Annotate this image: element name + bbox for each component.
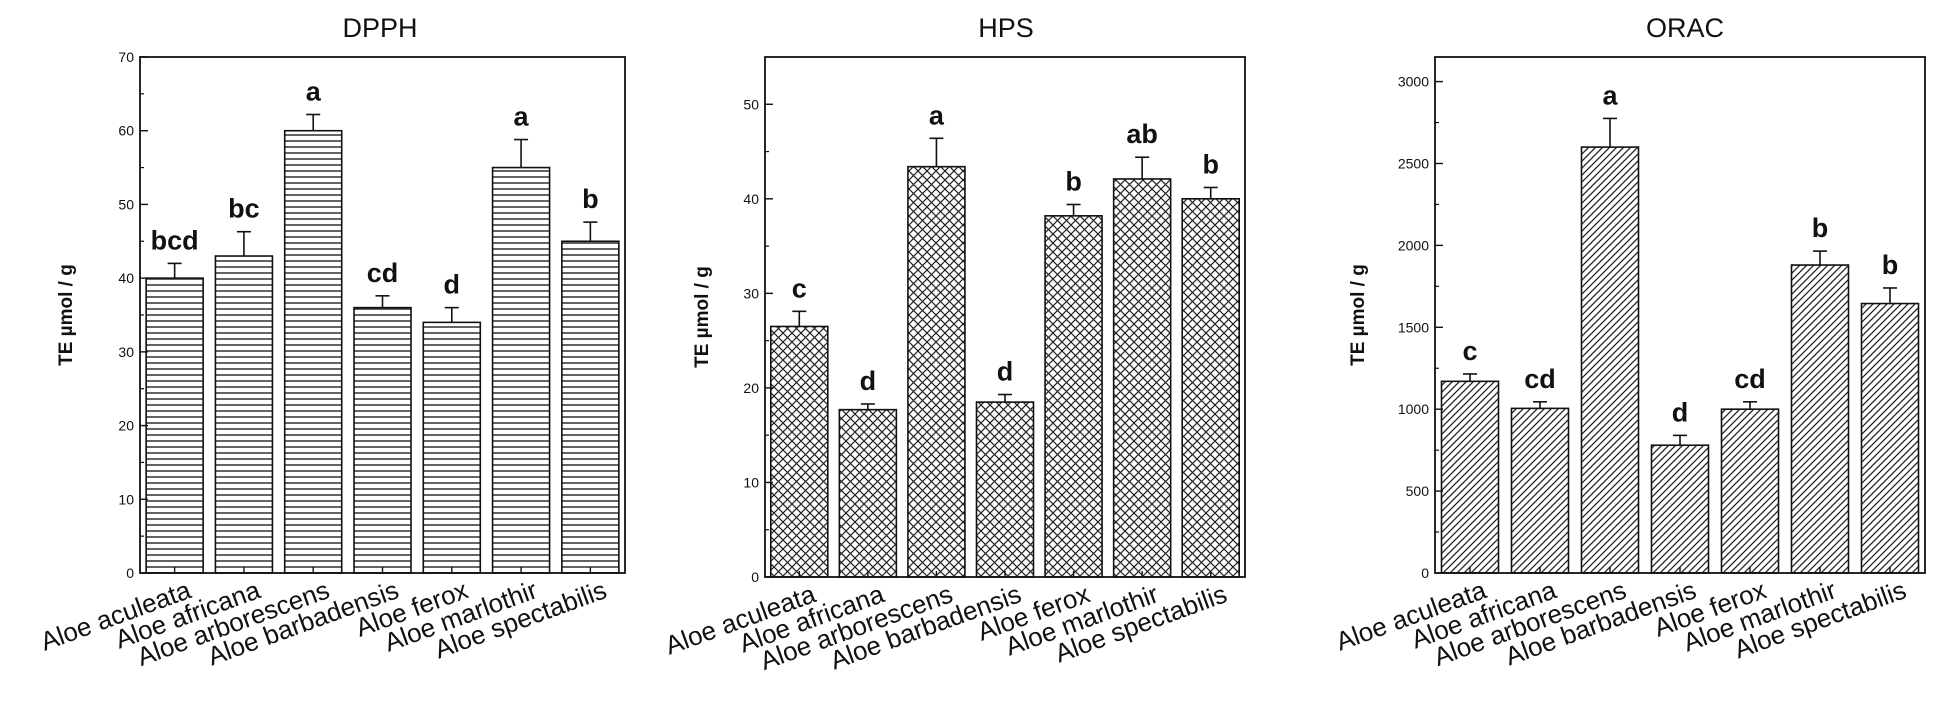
significance-label: d [444, 270, 461, 300]
significance-label: cd [1734, 364, 1766, 394]
bar [1790, 264, 1850, 574]
y-tick-label: 1000 [1398, 401, 1429, 417]
y-tick-label: 0 [1421, 565, 1429, 581]
significance-label: b [1202, 149, 1219, 179]
y-tick-label: 500 [1406, 483, 1430, 499]
significance-label: c [792, 273, 807, 303]
bar [491, 166, 551, 574]
significance-label: a [1602, 80, 1618, 110]
y-tick-label: 1500 [1398, 319, 1429, 335]
bar [1510, 407, 1570, 574]
significance-label: cd [367, 258, 399, 288]
bar [1044, 215, 1103, 578]
y-tick-label: 40 [118, 270, 134, 286]
bar [975, 401, 1035, 578]
significance-label: b [1812, 213, 1829, 243]
significance-label: b [582, 184, 599, 214]
y-tick-label: 60 [118, 123, 134, 139]
y-tick-label: 70 [118, 49, 134, 65]
significance-label: b [1882, 250, 1899, 280]
y-axis-label: TE µmol / g [692, 266, 713, 368]
y-tick-label: 10 [118, 491, 134, 507]
bar [907, 165, 966, 578]
bar [145, 277, 204, 574]
y-tick-label: 30 [118, 344, 134, 360]
plot-frame [1434, 56, 1926, 574]
y-tick-label: 10 [743, 474, 759, 490]
significance-label: bcd [151, 225, 199, 255]
significance-label: b [1065, 166, 1082, 196]
y-axis-label: TE µmol / g [1348, 264, 1369, 366]
bar [1720, 408, 1780, 574]
significance-label: c [1462, 336, 1477, 366]
significance-label: d [860, 366, 877, 396]
y-tick-label: 30 [743, 285, 759, 301]
plot-frame [764, 56, 1246, 578]
bar [1181, 198, 1241, 578]
bar [283, 129, 343, 574]
bar [1440, 380, 1500, 574]
y-tick-label: 20 [118, 418, 134, 434]
y-tick-label: 3000 [1398, 74, 1429, 90]
significance-label: d [1672, 397, 1689, 427]
bar [1580, 146, 1640, 574]
significance-label: d [997, 357, 1014, 387]
y-tick-label: 0 [126, 565, 134, 581]
significance-label: cd [1524, 364, 1556, 394]
significance-label: ab [1126, 119, 1158, 149]
significance-label: a [929, 100, 945, 130]
significance-label: a [514, 102, 530, 132]
y-tick-label: 50 [743, 96, 759, 112]
bar [769, 325, 829, 578]
chart-title: ORAC [1646, 13, 1724, 43]
bar [353, 306, 412, 574]
y-tick-label: 50 [118, 196, 134, 212]
bar [214, 255, 274, 574]
y-tick-label: 40 [743, 191, 759, 207]
bar [1650, 444, 1710, 574]
y-tick-label: 0 [751, 569, 759, 585]
chart-title: HPS [978, 13, 1034, 43]
bar [422, 321, 482, 574]
significance-label: bc [228, 194, 260, 224]
bar [561, 240, 620, 574]
chart-title: DPPH [342, 13, 417, 43]
bar [1112, 178, 1172, 578]
y-tick-label: 20 [743, 380, 759, 396]
bar [838, 408, 898, 578]
y-tick-label: 2500 [1398, 155, 1429, 171]
y-axis-label: TE µmol / g [56, 264, 77, 366]
significance-label: a [306, 76, 322, 106]
y-tick-label: 2000 [1398, 237, 1429, 253]
bar [1860, 302, 1920, 574]
